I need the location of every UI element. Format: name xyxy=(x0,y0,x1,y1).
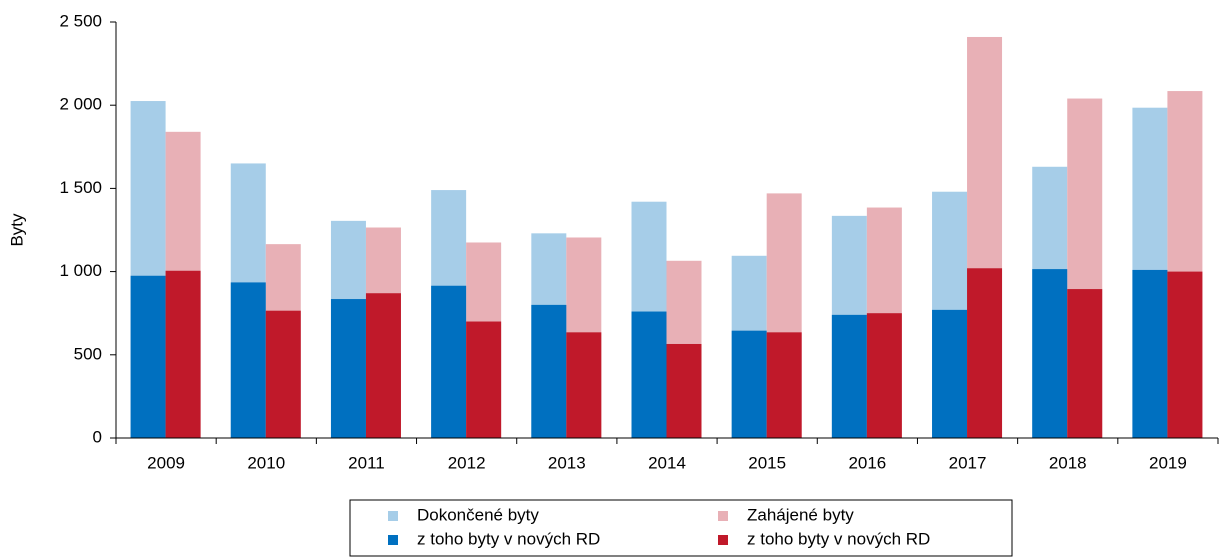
bar xyxy=(330,299,366,438)
x-tick-label: 2017 xyxy=(949,453,987,472)
bar xyxy=(1067,289,1103,438)
bar xyxy=(1132,269,1168,438)
bar xyxy=(932,309,968,438)
legend-swatch xyxy=(388,535,398,545)
x-tick-label: 2013 xyxy=(548,453,586,472)
bar xyxy=(466,321,502,438)
bar xyxy=(431,285,467,438)
bar xyxy=(365,293,401,438)
legend-box xyxy=(349,499,1013,557)
bar xyxy=(165,270,201,438)
legend-swatch xyxy=(718,511,728,521)
y-tick-label: 2 000 xyxy=(59,95,102,114)
x-tick-label: 2019 xyxy=(1149,453,1187,472)
bar xyxy=(831,314,867,438)
y-tick-label: 1 500 xyxy=(59,178,102,197)
y-tick-label: 2 500 xyxy=(59,11,102,30)
bar xyxy=(666,343,702,438)
bar xyxy=(967,268,1003,438)
legend-label: z toho byty v nových RD xyxy=(747,529,930,548)
bar xyxy=(631,311,667,438)
y-tick-label: 1 000 xyxy=(59,261,102,280)
x-tick-label: 2014 xyxy=(648,453,686,472)
bar xyxy=(1167,271,1203,438)
x-tick-label: 2009 xyxy=(147,453,185,472)
bar xyxy=(130,275,166,438)
bar xyxy=(766,332,802,438)
x-tick-label: 2016 xyxy=(848,453,886,472)
bar xyxy=(1032,269,1068,438)
bar xyxy=(866,313,902,438)
y-tick-label: 500 xyxy=(74,344,102,363)
bar xyxy=(566,332,602,438)
x-tick-label: 2010 xyxy=(247,453,285,472)
x-tick-label: 2015 xyxy=(748,453,786,472)
x-tick-label: 2018 xyxy=(1049,453,1087,472)
legend-label: Dokončené byty xyxy=(417,505,539,524)
x-tick-label: 2012 xyxy=(448,453,486,472)
legend-label: Zahájené byty xyxy=(747,505,854,524)
y-tick-label: 0 xyxy=(93,427,102,446)
bar xyxy=(531,304,567,438)
legend-swatch xyxy=(388,511,398,521)
legend-label: z toho byty v nových RD xyxy=(417,529,600,548)
x-tick-label: 2011 xyxy=(348,453,385,472)
bar xyxy=(230,282,266,438)
bar xyxy=(265,310,301,438)
legend-swatch xyxy=(718,535,728,545)
bar xyxy=(731,330,767,438)
y-axis-label: Byty xyxy=(7,213,26,247)
